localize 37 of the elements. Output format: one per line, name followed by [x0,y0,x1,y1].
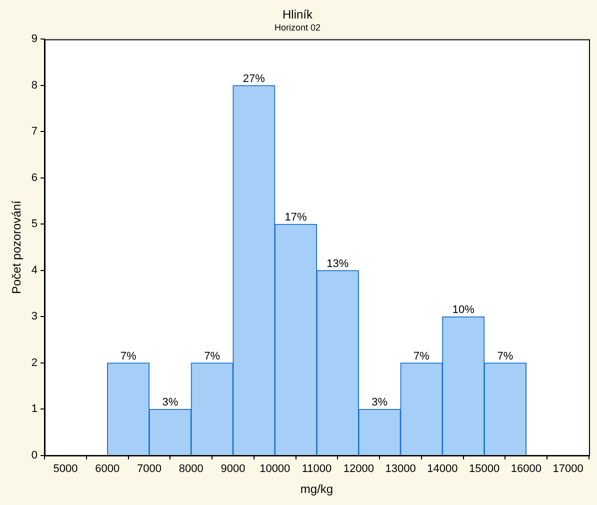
y-tick-label: 2 [31,356,38,369]
annotation: 7% [497,350,514,362]
x-tick-label: 11000 [302,463,332,476]
annotation: 13% [326,258,349,270]
y-tick-label: 8 [31,79,38,92]
x-axis-title: mg/kg [300,482,334,496]
y-tick-label: 6 [31,172,38,184]
y-tick-label: 4 [31,264,38,276]
x-tick-label: 10000 [260,463,290,476]
y-tick-label: 1 [31,403,38,416]
annotation: 17% [284,212,308,224]
x-tick-label: 8000 [178,463,204,476]
x-tick-label: 7000 [136,463,162,476]
x-tick-label: 15000 [468,463,500,476]
chart-subtitle: Horizont 02 [274,22,321,32]
x-tick-label: 6000 [95,463,120,476]
y-axis-title: Počet pozorování [10,200,24,294]
x-tick-label: 14000 [427,463,458,476]
annotation: 7% [204,350,220,362]
annotation: 27% [242,72,266,85]
chart-title: Hliník [282,8,314,22]
y-tick-label: 7 [31,126,38,138]
y-tick-label: 5 [31,218,38,230]
x-tick-label: 17000 [552,463,584,476]
y-tick-label: 3 [31,310,38,323]
annotation: 7% [414,350,430,362]
x-tick-label: 5000 [53,463,78,476]
annotation: 10% [452,304,475,316]
annotation: 3% [162,396,178,409]
x-tick-label: 9000 [220,463,246,476]
x-tick-label: 12000 [343,463,374,476]
x-tick-label: 13000 [385,463,416,476]
annotation: 7% [120,350,136,362]
annotation: 3% [372,396,388,409]
x-tick-label: 16000 [510,463,542,476]
y-tick-label: 9 [31,33,38,46]
y-tick-label: 0 [31,449,38,462]
